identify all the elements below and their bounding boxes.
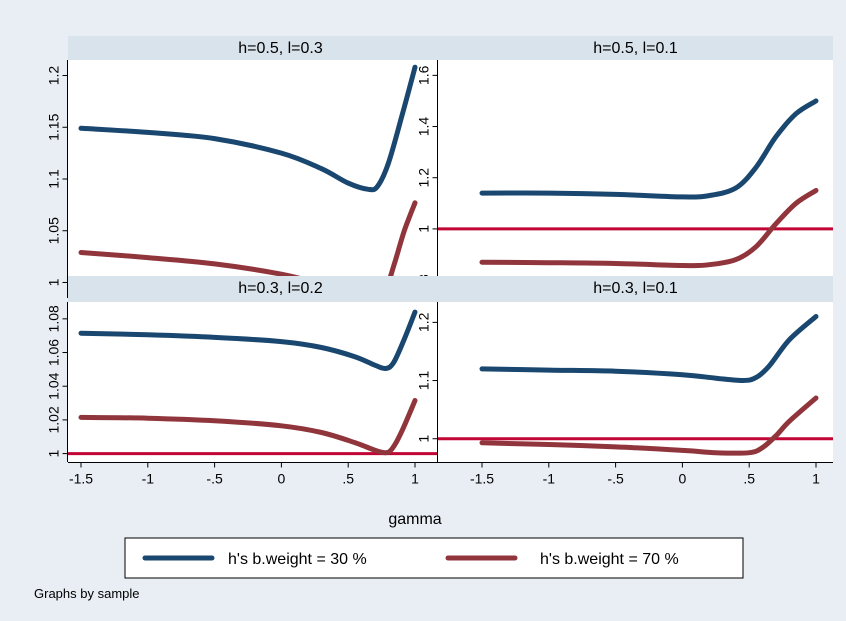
x-tick-label: 1 bbox=[411, 471, 419, 487]
x-tick-label: -1.5 bbox=[69, 471, 93, 487]
y-tick-label: 1.15 bbox=[46, 113, 62, 140]
series-line-1 bbox=[78, 64, 418, 193]
y-tick-label: 1.2 bbox=[46, 66, 62, 86]
y-tick-label: 1.2 bbox=[416, 312, 432, 332]
graphs-by-note: Graphs by sample bbox=[34, 586, 140, 601]
legend: h's b.weight = 30 % h's b.weight = 70 % bbox=[124, 537, 744, 579]
panel-title: h=0.3, l=0.1 bbox=[593, 280, 678, 297]
x-tick-label: 0 bbox=[278, 471, 286, 487]
series-line-1 bbox=[479, 98, 819, 200]
y-tick-label: 1.1 bbox=[416, 371, 432, 391]
panel-4: h=0.3, l=0.1 1 1.1 1.2 -1.5 -1 -.5 0 .5 1 bbox=[416, 276, 833, 487]
series-line-2 bbox=[479, 395, 819, 456]
panel-strip bbox=[68, 276, 493, 302]
panel-title: h=0.5, l=0.1 bbox=[593, 40, 678, 57]
x-tick-label: -1 bbox=[142, 471, 155, 487]
y-tick-label: 1.4 bbox=[416, 117, 432, 137]
x-tick-label: .5 bbox=[743, 471, 755, 487]
legend-label-series-1: h's b.weight = 30 % bbox=[228, 551, 367, 568]
x-tick-label: -1 bbox=[543, 471, 556, 487]
series-line-2 bbox=[479, 188, 819, 269]
x-tick-label: -.5 bbox=[607, 471, 624, 487]
panel-1: h=0.5, l=0.311.051.11.151.2-1.5-1-.50.51 bbox=[46, 36, 493, 323]
panel-3: h=0.3, l=0.2 1 1.02 1.04 1.06 1.08 -1.5 -1 -.5 0.… bbox=[46, 276, 493, 487]
y-tick-label: 1.2 bbox=[416, 168, 432, 188]
x-tick-label: .5 bbox=[342, 471, 354, 487]
y-tick-label: 1.05 bbox=[46, 217, 62, 244]
x-tick-label: 0 bbox=[679, 471, 687, 487]
panel-title: h=0.3, l=0.2 bbox=[238, 280, 323, 297]
y-tick-label: 1 bbox=[46, 449, 62, 457]
y-tick-label: 1.08 bbox=[46, 305, 62, 332]
panels-group: h=0.5, l=0.311.051.11.151.2-1.5-1-.50.51… bbox=[46, 36, 833, 487]
series-line-1 bbox=[479, 314, 819, 384]
series-line-2 bbox=[78, 398, 418, 456]
y-tick-label: 1.6 bbox=[416, 65, 432, 85]
panel-strip bbox=[438, 36, 833, 60]
y-tick-label: 1.1 bbox=[46, 169, 62, 189]
y-tick-label: 1.02 bbox=[46, 406, 62, 433]
x-axis-label: gamma bbox=[388, 511, 441, 528]
series-line-1 bbox=[78, 309, 418, 372]
legend-box bbox=[124, 537, 744, 579]
panel-plot-area bbox=[438, 302, 833, 462]
y-tick-label: 1.04 bbox=[46, 372, 62, 399]
y-tick-label: 1 bbox=[46, 278, 62, 286]
y-tick-label: 1 bbox=[416, 435, 432, 443]
panel-strip bbox=[68, 36, 493, 60]
panel-plot-area bbox=[438, 60, 833, 298]
y-tick-label: 1.06 bbox=[46, 339, 62, 366]
x-tick-label: -1.5 bbox=[470, 471, 494, 487]
y-tick-label: 1 bbox=[416, 225, 432, 233]
legend-label-series-2: h's b.weight = 70 % bbox=[540, 551, 679, 568]
panel-2: h=0.5, l=0.1.811.21.41.6-1.5-1-.50.51 bbox=[416, 36, 833, 323]
x-tick-label: -.5 bbox=[206, 471, 223, 487]
x-tick-label: 1 bbox=[812, 471, 820, 487]
panel-title: h=0.5, l=0.3 bbox=[238, 40, 323, 57]
panel-strip bbox=[438, 276, 833, 302]
panel-plot-area bbox=[68, 302, 493, 462]
